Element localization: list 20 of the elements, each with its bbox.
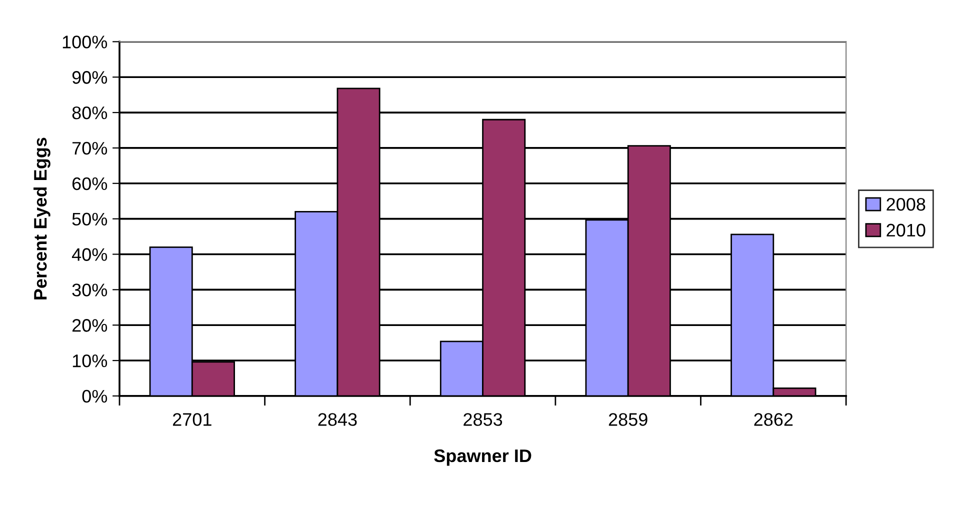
y-tick-label: 90%: [72, 71, 108, 84]
x-tick-label: 2843: [318, 413, 357, 426]
y-tick-label: 50%: [72, 212, 108, 226]
y-tick-label: 20%: [72, 319, 108, 332]
y-tick-label: 40%: [72, 248, 108, 261]
y-tick-label: 30%: [72, 284, 108, 296]
y-axis-title: Percent Eyed Eggs: [33, 138, 50, 300]
y-tick-label: 100%: [62, 36, 108, 48]
legend-label: 2008: [886, 198, 926, 211]
y-tick-label: 70%: [72, 142, 108, 155]
x-tick-label: 2862: [754, 413, 793, 426]
x-axis-title: Spawner ID: [434, 449, 532, 466]
y-tick-label: 80%: [72, 106, 108, 120]
y-tick-label: 0%: [82, 390, 108, 403]
y-tick-label: 10%: [72, 354, 108, 368]
x-tick-label: 2859: [608, 413, 648, 426]
y-tick-label: 60%: [72, 177, 108, 190]
x-tick-label: 2701: [172, 413, 212, 426]
legend-label: 2010: [886, 224, 926, 237]
x-tick-label: 2853: [464, 413, 502, 426]
